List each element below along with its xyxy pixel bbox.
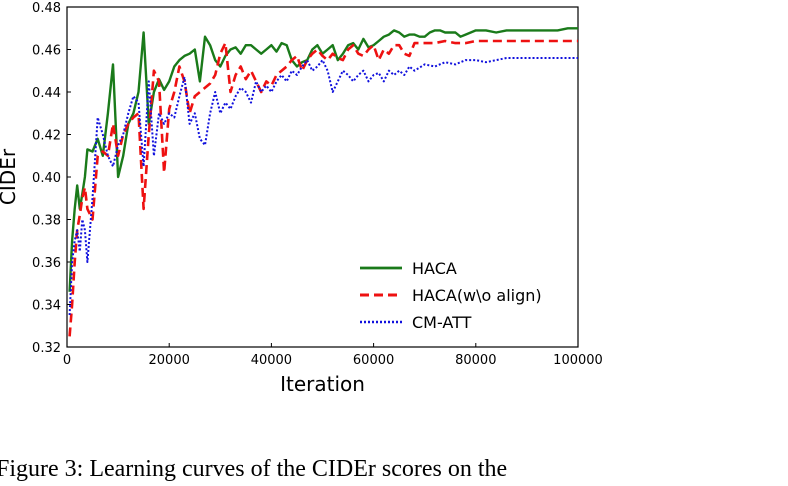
y-tick-label: 0.34	[32, 299, 61, 314]
y-tick-label: 0.32	[32, 341, 61, 356]
plot-axes: 0 20000 40000 60000 80000 100000 0.32 0.34 0.36 0…	[32, 1, 603, 368]
legend: HACA HACA(w\o align) CM-ATT	[360, 259, 542, 332]
series-line-2	[68, 39, 578, 337]
y-tick-label: 0.46	[32, 44, 61, 59]
y-tick-label: 0.38	[32, 214, 61, 229]
x-axis-label: Iteration	[280, 372, 365, 396]
legend-label-3: CM-ATT	[412, 313, 472, 332]
y-tick-label: 0.40	[32, 171, 61, 186]
x-tick-label: 80000	[455, 353, 496, 368]
series-line-1	[68, 27, 578, 292]
y-tick-label: 0.44	[32, 86, 61, 101]
y-tick-label: 0.36	[32, 256, 61, 271]
x-tick-label: 0	[63, 353, 71, 368]
x-tick-label: 20000	[149, 353, 190, 368]
series-line-3	[68, 57, 578, 316]
x-tick-label: 60000	[353, 353, 394, 368]
legend-label-2: HACA(w\o align)	[412, 286, 542, 305]
figure-caption: Figure 3: Learning curves of the CIDEr s…	[0, 456, 508, 482]
y-tick-label: 0.42	[32, 129, 61, 144]
y-axis-label: CIDEr	[0, 148, 20, 205]
series-layer	[68, 27, 578, 337]
legend-label-1: HACA	[412, 259, 457, 278]
x-tick-label: 100000	[553, 353, 603, 368]
y-tick-label: 0.48	[32, 1, 61, 16]
x-tick-label: 40000	[251, 353, 292, 368]
